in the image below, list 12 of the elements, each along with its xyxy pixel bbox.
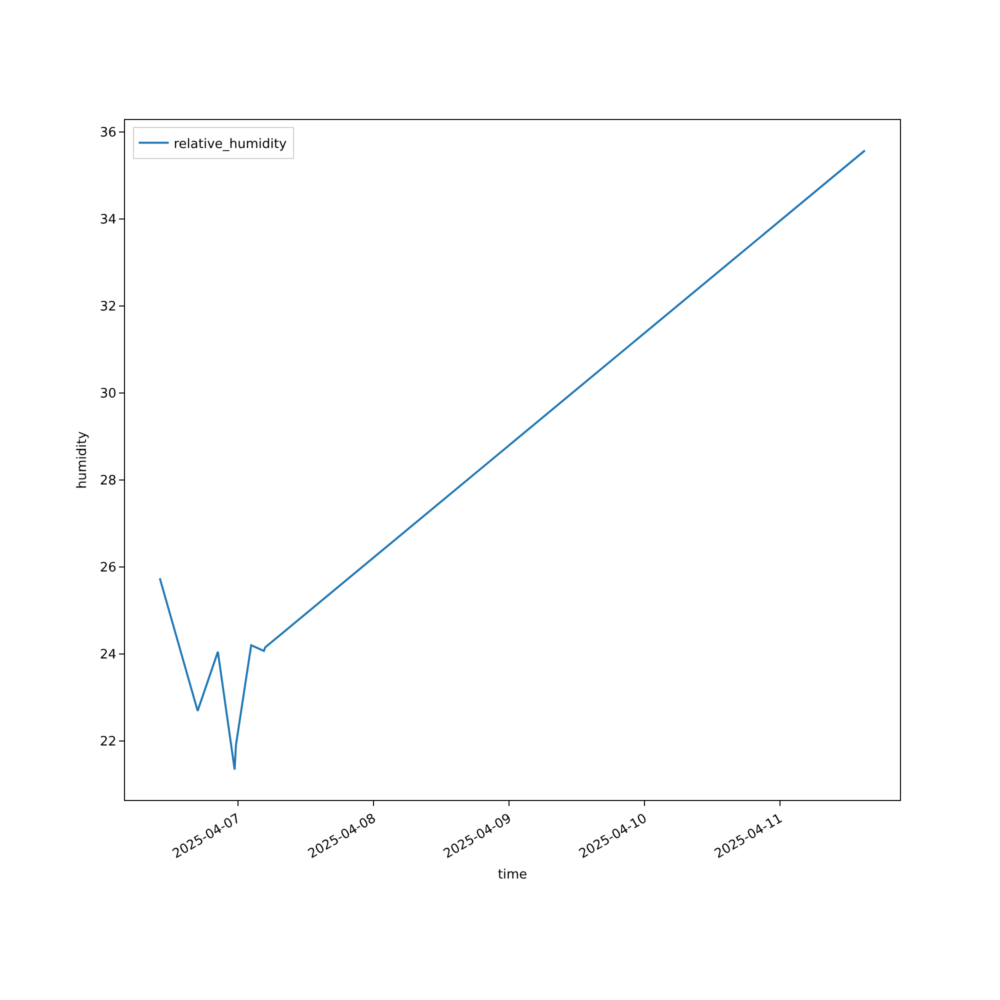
line-series [158,149,866,771]
y-axis-title: humidity [74,430,90,489]
x-axis-title: time [498,868,528,883]
y-tick-label: 34 [100,212,116,228]
y-tick-label: 28 [100,474,116,489]
y-tick-label: 36 [100,126,116,141]
y-tick-label: 30 [100,386,116,402]
y-tick-label: 26 [100,560,116,576]
y-tick-label: 24 [100,647,116,662]
y-tick-label: 32 [100,300,116,315]
legend-label: relative_humidity [174,136,287,152]
y-tick-label: 22 [100,734,116,750]
